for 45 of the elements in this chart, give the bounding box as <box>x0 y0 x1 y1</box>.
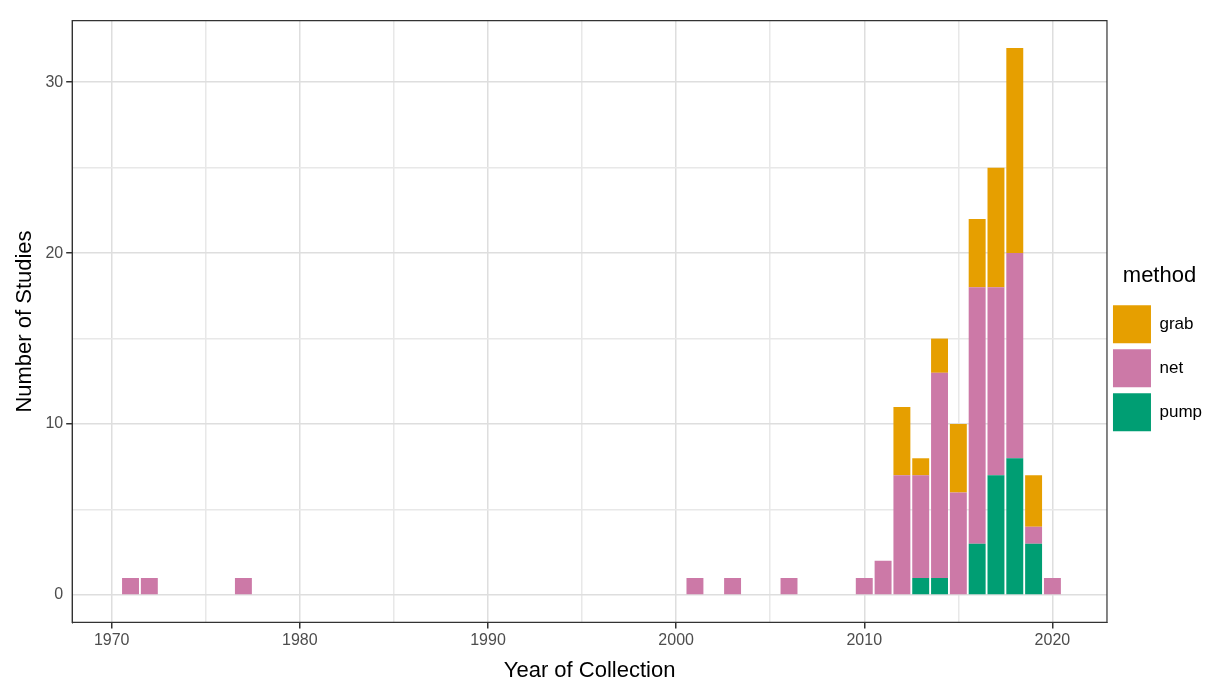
y-tick-label: 30 <box>45 72 64 90</box>
bar <box>1006 47 1024 254</box>
bar <box>931 372 948 578</box>
bar <box>1006 253 1024 459</box>
bar <box>949 424 967 493</box>
bar <box>912 458 930 476</box>
x-tick-label: 2010 <box>846 631 883 649</box>
x-tick-label: 2000 <box>658 631 695 649</box>
x-tick-label: 1970 <box>93 631 130 649</box>
bar <box>912 475 930 578</box>
x-tick-label: 2020 <box>1034 631 1071 649</box>
x-tick-label: 1990 <box>470 631 506 649</box>
bar <box>987 167 1005 288</box>
bar <box>987 287 1005 476</box>
bar <box>1025 543 1043 595</box>
bar <box>931 577 948 595</box>
bar <box>931 338 948 373</box>
bar <box>1025 475 1043 527</box>
bar <box>1006 458 1024 595</box>
legend-label: net <box>1159 357 1184 377</box>
bar <box>686 577 704 595</box>
legend-label: pump <box>1159 401 1203 421</box>
bar <box>234 577 252 595</box>
bar <box>1025 526 1043 544</box>
x-tick-label: 1980 <box>282 631 318 649</box>
y-tick-label: 0 <box>54 585 64 603</box>
bar <box>724 577 742 595</box>
bar <box>122 577 139 595</box>
bar <box>780 577 798 595</box>
bar <box>968 287 986 544</box>
x-axis-title: Year of Collection <box>503 656 676 682</box>
bar <box>140 577 158 595</box>
bar <box>987 475 1005 595</box>
bar <box>893 406 911 476</box>
bar <box>949 492 967 595</box>
bar <box>968 543 986 595</box>
bar <box>1043 577 1061 595</box>
legend-label: grab <box>1159 313 1194 333</box>
y-tick-label: 10 <box>45 414 64 432</box>
bar <box>912 577 930 595</box>
y-axis-title: Number of Studies <box>11 230 37 413</box>
legend-title: method <box>1122 261 1197 287</box>
bar <box>855 577 873 595</box>
y-tick-label: 20 <box>45 243 64 261</box>
bar <box>968 218 986 288</box>
